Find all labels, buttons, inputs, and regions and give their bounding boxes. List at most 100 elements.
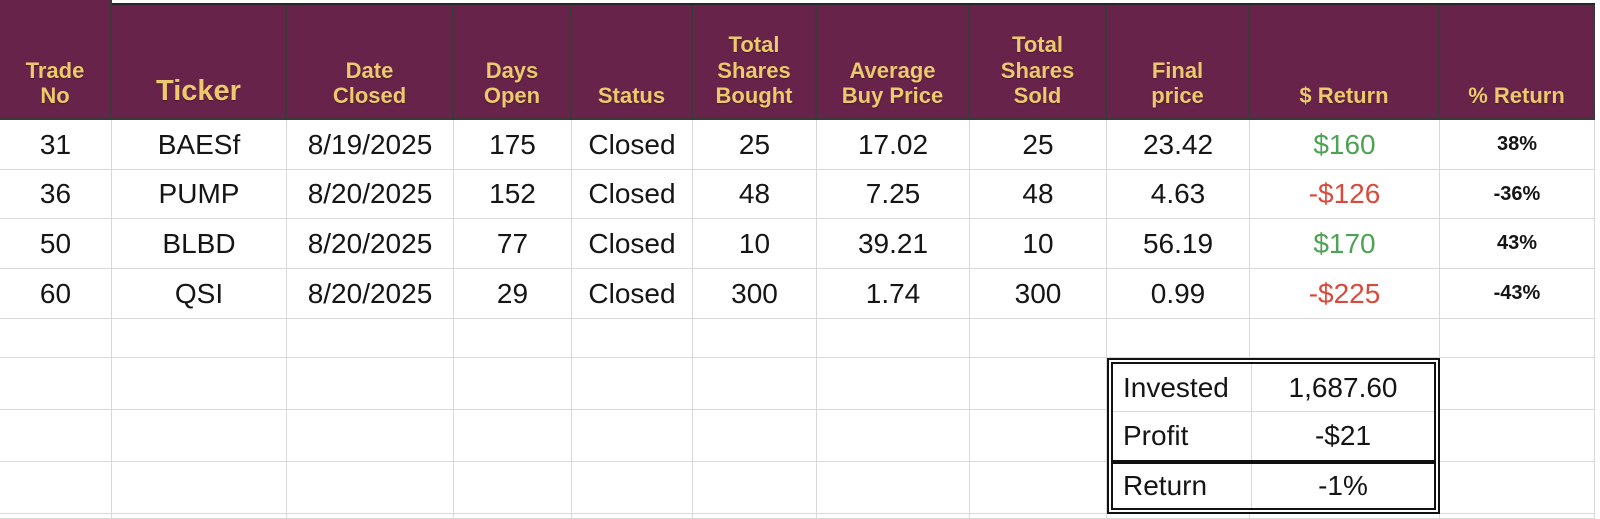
empty-cell[interactable] [817,410,970,462]
cell-days-open[interactable]: 77 [454,219,572,269]
col-header-days-open[interactable]: Days Open [454,0,572,118]
empty-cell[interactable] [287,358,454,410]
cell-date-closed[interactable]: 8/20/2025 [287,170,454,219]
empty-cell[interactable] [287,410,454,462]
cell-shares-sold[interactable]: 10 [970,219,1107,269]
cell-ticker[interactable]: BAESf [112,120,287,170]
empty-cell[interactable] [287,462,454,514]
cell-ticker[interactable]: QSI [112,269,287,319]
cell-trade-no[interactable]: 31 [0,120,112,170]
cell-final-price[interactable]: 56.19 [1107,219,1250,269]
empty-cell[interactable] [112,514,287,519]
cell-avg-buy-price[interactable]: 7.25 [817,170,970,219]
profit-value[interactable]: -$21 [1314,420,1372,451]
cell-pct-return[interactable]: 38% [1440,120,1595,170]
cell-shares-sold[interactable]: 300 [970,269,1107,319]
empty-cell[interactable] [454,358,572,410]
empty-cell[interactable] [572,358,693,410]
cell-trade-no[interactable]: 60 [0,269,112,319]
empty-cell[interactable] [454,514,572,519]
col-header-ticker[interactable]: Ticker [112,0,287,118]
cell-dollar-return[interactable]: -$225 [1250,269,1440,319]
cell-status[interactable]: Closed [572,120,693,170]
empty-cell[interactable] [572,514,693,519]
col-header-shares-bought[interactable]: Total Shares Bought [693,0,817,118]
empty-cell[interactable] [454,462,572,514]
empty-cell[interactable] [817,514,970,519]
empty-cell[interactable] [1440,462,1595,514]
cell-shares-sold[interactable]: 25 [970,120,1107,170]
cell-days-open[interactable]: 175 [454,120,572,170]
cell-shares-sold[interactable]: 48 [970,170,1107,219]
empty-cell[interactable] [970,410,1107,462]
empty-cell[interactable] [0,410,112,462]
cell-dollar-return[interactable]: -$126 [1250,170,1440,219]
profit-label[interactable]: Profit [1113,412,1252,460]
empty-cell[interactable] [0,319,112,358]
empty-cell[interactable] [1250,319,1440,358]
cell-shares-bought[interactable]: 25 [693,120,817,170]
col-header-date-closed[interactable]: Date Closed [287,0,454,118]
empty-cell[interactable] [287,514,454,519]
empty-cell[interactable] [112,410,287,462]
empty-cell[interactable] [454,319,572,358]
col-header-shares-sold[interactable]: Total Shares Sold [970,0,1107,118]
empty-cell[interactable] [693,462,817,514]
cell-ticker[interactable]: BLBD [112,219,287,269]
cell-days-open[interactable]: 152 [454,170,572,219]
empty-cell[interactable] [970,319,1107,358]
empty-cell[interactable] [1440,514,1595,519]
cell-dollar-return[interactable]: $170 [1250,219,1440,269]
return-value[interactable]: -1% [1318,470,1368,501]
cell-date-closed[interactable]: 8/20/2025 [287,269,454,319]
cell-trade-no[interactable]: 36 [0,170,112,219]
cell-avg-buy-price[interactable]: 39.21 [817,219,970,269]
cell-avg-buy-price[interactable]: 1.74 [817,269,970,319]
cell-final-price[interactable]: 0.99 [1107,269,1250,319]
cell-pct-return[interactable]: 43% [1440,219,1595,269]
cell-days-open[interactable]: 29 [454,269,572,319]
cell-date-closed[interactable]: 8/19/2025 [287,120,454,170]
empty-cell[interactable] [0,514,112,519]
empty-cell[interactable] [970,514,1107,519]
empty-cell[interactable] [454,410,572,462]
empty-cell[interactable] [112,358,287,410]
cell-ticker[interactable]: PUMP [112,170,287,219]
return-label[interactable]: Return [1113,464,1252,508]
empty-cell[interactable] [1107,514,1250,519]
cell-shares-bought[interactable]: 300 [693,269,817,319]
col-header-avg-buy-price[interactable]: Average Buy Price [817,0,970,118]
empty-cell[interactable] [287,319,454,358]
empty-cell[interactable] [112,462,287,514]
col-header-final-price[interactable]: Final price [1107,0,1250,118]
empty-cell[interactable] [817,358,970,410]
empty-cell[interactable] [0,358,112,410]
empty-cell[interactable] [970,462,1107,514]
empty-cell[interactable] [1250,514,1440,519]
empty-cell[interactable] [572,319,693,358]
cell-pct-return[interactable]: -43% [1440,269,1595,319]
col-header-trade-no[interactable]: Trade No [0,0,112,118]
empty-cell[interactable] [572,410,693,462]
empty-cell[interactable] [1440,319,1595,358]
empty-cell[interactable] [693,358,817,410]
empty-cell[interactable] [693,514,817,519]
cell-status[interactable]: Closed [572,170,693,219]
empty-cell[interactable] [1107,319,1250,358]
cell-status[interactable]: Closed [572,219,693,269]
cell-avg-buy-price[interactable]: 17.02 [817,120,970,170]
invested-label[interactable]: Invested [1113,364,1252,411]
invested-value[interactable]: 1,687.60 [1288,371,1398,403]
empty-cell[interactable] [970,358,1107,410]
col-header-dollar-return[interactable]: $ Return [1250,0,1440,118]
cell-trade-no[interactable]: 50 [0,219,112,269]
empty-cell[interactable] [693,319,817,358]
cell-date-closed[interactable]: 8/20/2025 [287,219,454,269]
empty-cell[interactable] [817,319,970,358]
empty-cell[interactable] [112,319,287,358]
cell-final-price[interactable]: 4.63 [1107,170,1250,219]
empty-cell[interactable] [1440,410,1595,462]
empty-cell[interactable] [693,410,817,462]
cell-final-price[interactable]: 23.42 [1107,120,1250,170]
cell-status[interactable]: Closed [572,269,693,319]
